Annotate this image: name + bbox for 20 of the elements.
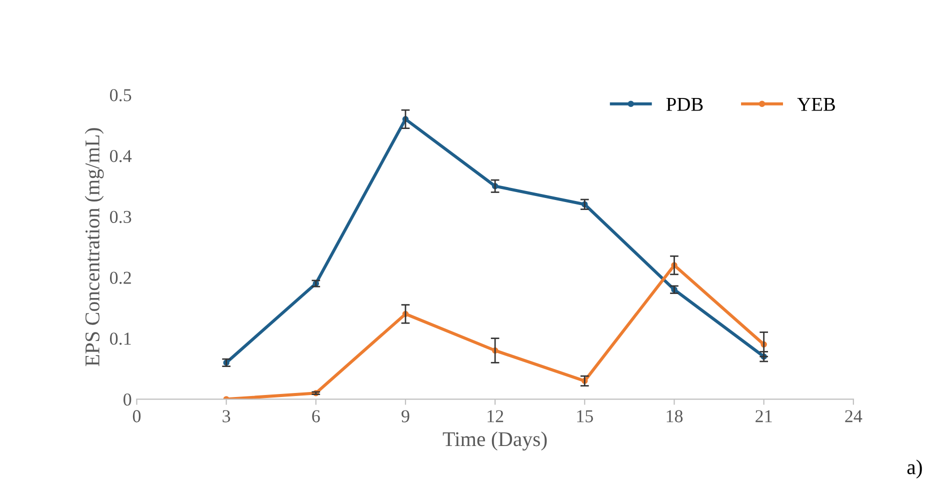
y-axis-title: EPS Concentration (mg/mL) — [84, 128, 104, 366]
x-tick-label: 3 — [222, 410, 230, 422]
x-tick-label: 12 — [488, 410, 504, 422]
y-tick-label: 0.2 — [110, 272, 131, 284]
y-tick-label: 0.4 — [110, 150, 132, 162]
x-axis-title: Time (Days) — [442, 432, 547, 450]
y-tick-label: 0.5 — [110, 89, 132, 102]
x-tick-label: 24 — [845, 410, 862, 422]
x-tick-label: 0 — [132, 410, 141, 422]
x-tick-label: 9 — [402, 410, 410, 422]
y-tick-label: 0.1 — [110, 332, 131, 345]
y-tick-label: 0 — [124, 393, 132, 406]
y-tick-label: 0.3 — [110, 210, 132, 224]
legend-label: PDB — [666, 98, 703, 111]
x-tick-label: 15 — [577, 410, 593, 422]
text: a) — [907, 460, 922, 479]
x-tick-label: 6 — [312, 410, 320, 422]
x-tick-label: 18 — [666, 410, 683, 422]
legend-label: YEB — [797, 98, 835, 111]
x-tick-label: 21 — [756, 410, 772, 422]
